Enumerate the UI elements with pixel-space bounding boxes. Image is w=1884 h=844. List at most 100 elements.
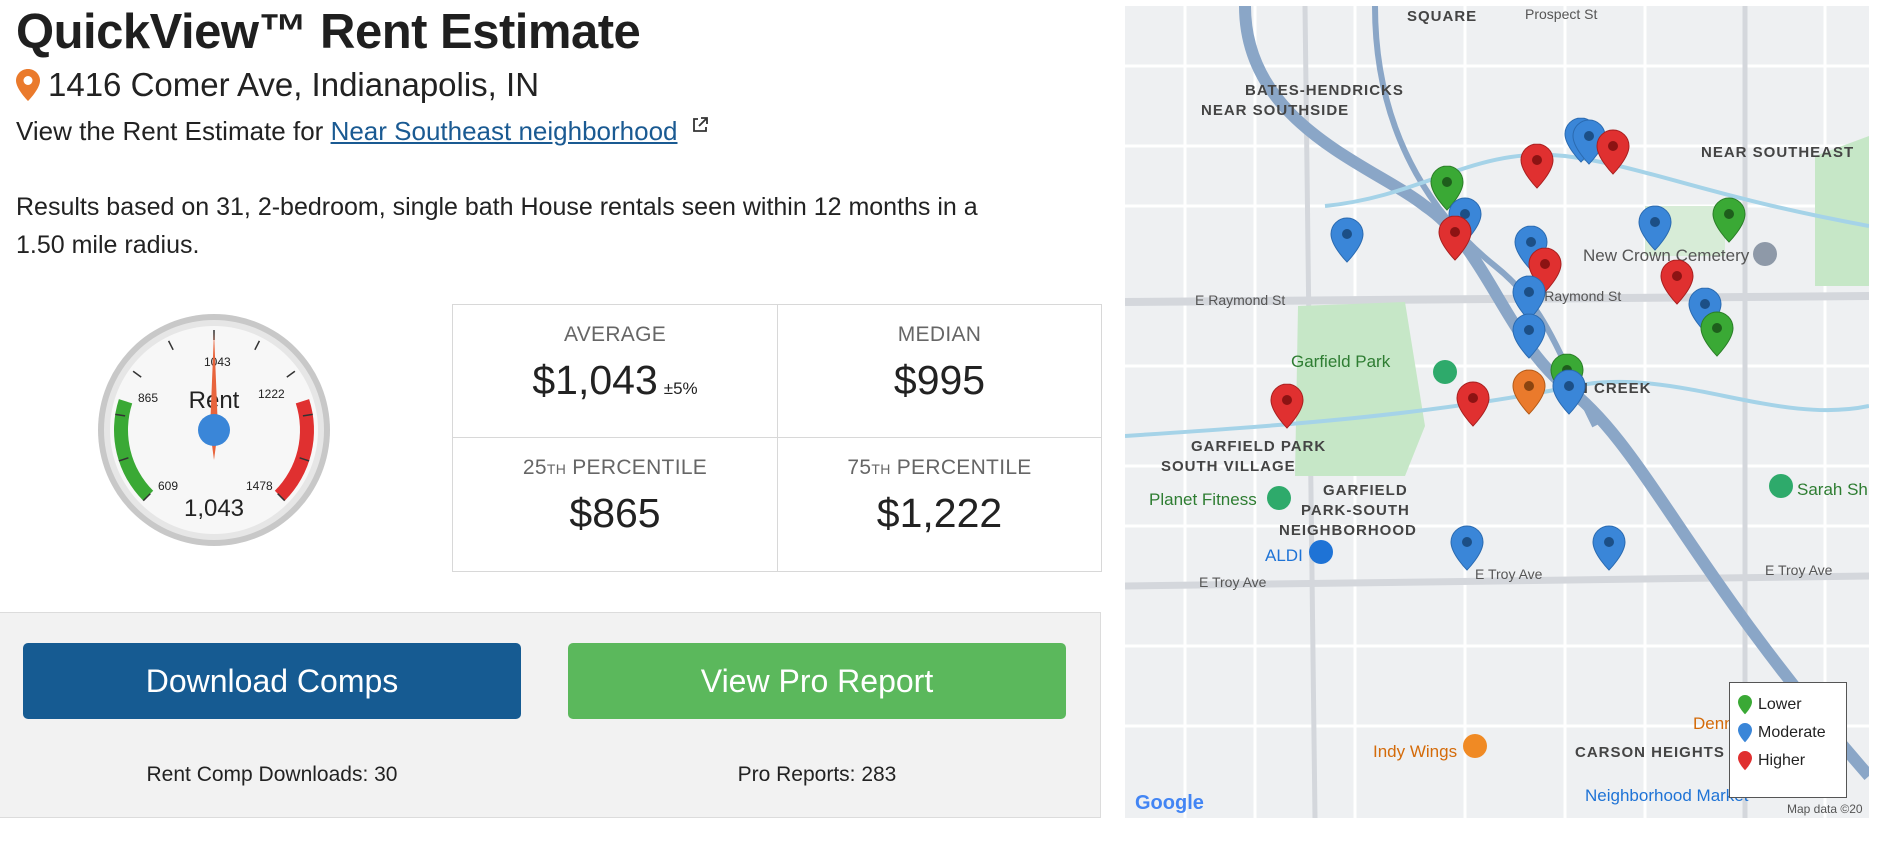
download-comps-button[interactable]: Download Comps: [23, 643, 521, 719]
comp-marker[interactable]: [1512, 275, 1546, 321]
address-line: 1416 Comer Ave, Indianapolis, IN: [16, 66, 539, 104]
comp-marker[interactable]: [1450, 525, 1484, 571]
comp-marker[interactable]: [1520, 143, 1554, 189]
map-label-troy-west: E Troy Ave: [1199, 574, 1267, 590]
stat-75th-suffix: TH: [871, 461, 891, 477]
map-label-near-southside: NEAR SOUTHSIDE: [1201, 102, 1350, 119]
gauge-tick: [118, 457, 129, 462]
stat-25th-num: 25: [522, 456, 547, 479]
rent-gauge: 865 1043 1222 609 1478 Rent 1,043: [98, 314, 330, 546]
gauge-tick: [302, 413, 313, 417]
legend-item-lower: Lower: [1738, 691, 1838, 719]
map-label-gpsn-2: PARK-SOUTH: [1301, 502, 1410, 519]
comp-marker[interactable]: [1596, 129, 1630, 175]
stat-average-value: $1,043 ±5%: [532, 357, 697, 404]
map-label-gpsn-3: NEIGHBORHOOD: [1279, 522, 1417, 539]
map-label-aldi: ALDI: [1265, 546, 1303, 565]
map-label-planet-fitness: Planet Fitness: [1149, 490, 1257, 509]
map-label-bates-hendricks: BATES-HENDRICKS: [1245, 82, 1404, 99]
stat-average-amount: $1,043: [532, 357, 658, 403]
shopping-cart-icon: [1309, 540, 1333, 564]
gym-icon: [1267, 486, 1291, 510]
external-link-icon[interactable]: [691, 116, 709, 134]
map-label-raymond-east: E Raymond St: [1531, 288, 1622, 304]
stat-median-value: $995: [893, 357, 986, 403]
map-pin-icon: [16, 69, 40, 101]
neighborhood-prefix: View the Rent Estimate for: [16, 116, 331, 146]
comp-marker[interactable]: [1712, 197, 1746, 243]
comp-marker[interactable]: [1512, 313, 1546, 359]
legend-higher-label: Higher: [1758, 752, 1806, 769]
map-label-carson-heights: CARSON HEIGHTS: [1575, 744, 1725, 761]
restaurant-icon: [1463, 734, 1487, 758]
gauge-low-band: [114, 399, 154, 501]
comp-marker[interactable]: [1430, 165, 1464, 211]
rent-stats-table: AVERAGE $1,043 ±5% MEDIAN $995 25TH PERCE…: [452, 304, 1102, 572]
comp-marker[interactable]: [1438, 215, 1472, 261]
stat-25th-suffix: TH: [546, 461, 567, 477]
actions-panel: Download Comps View Pro Report Rent Comp…: [0, 612, 1101, 818]
stat-75th-text: PERCENTILE: [890, 456, 1032, 479]
google-logo: Google: [1135, 792, 1204, 814]
map-label-troy-mid: E Troy Ave: [1475, 566, 1543, 582]
gauge-tick: [132, 370, 142, 378]
comp-marker[interactable]: [1512, 369, 1546, 415]
map-label-gpsn-1: GARFIELD: [1323, 482, 1408, 499]
legend-pin-blue-icon: [1738, 722, 1752, 743]
gauge-hub: [198, 414, 230, 446]
stat-median-label: MEDIAN: [897, 323, 982, 346]
park-icon: [1433, 360, 1457, 384]
cemetery-icon: [1753, 242, 1777, 266]
stat-average: AVERAGE $1,043 ±5%: [453, 305, 777, 438]
map-label-indy-wings: Indy Wings: [1373, 742, 1458, 761]
neighborhood-line: View the Rent Estimate for Near Southeas…: [16, 116, 709, 147]
address-text: 1416 Comer Ave, Indianapolis, IN: [48, 66, 540, 103]
page-title: QuickView™ Rent Estimate: [16, 5, 641, 59]
results-description: Results based on 31, 2-bedroom, single b…: [16, 193, 978, 259]
comp-marker[interactable]: [1700, 311, 1734, 357]
view-pro-report-button[interactable]: View Pro Report: [568, 643, 1066, 719]
comp-marker[interactable]: [1528, 247, 1562, 293]
pro-count: Pro Reports: 283: [737, 763, 897, 786]
map-label-bean-creek: N CREEK: [1577, 380, 1652, 397]
comp-marker[interactable]: [1638, 205, 1672, 251]
gauge-tick: [115, 413, 126, 417]
map-label-raymond-west: E Raymond St: [1195, 292, 1286, 308]
comp-marker[interactable]: [1688, 287, 1722, 333]
comp-marker[interactable]: [1660, 259, 1694, 305]
map-markers: [1267, 117, 1793, 758]
comp-marker[interactable]: [1456, 381, 1490, 427]
comps-map[interactable]: SQUARE Prospect St BATES-HENDRICKS NEAR …: [1125, 6, 1869, 818]
stat-75th: 75TH PERCENTILE $1,222: [777, 438, 1101, 571]
gauge-tick: [254, 340, 261, 351]
comp-marker[interactable]: [1572, 119, 1606, 165]
gauge-tick: [286, 370, 296, 378]
stat-25th-label: 25TH PERCENTILE: [523, 456, 707, 480]
gauge-tick: [167, 340, 174, 351]
stat-25th-text: PERCENTILE: [566, 456, 708, 479]
map-legend: Lower Moderate Higher: [1729, 682, 1847, 798]
map-label-prospect: Prospect St: [1525, 6, 1598, 22]
gauge-mark-1222: 1222: [258, 387, 285, 401]
gauge-mark-1043: 1043: [204, 355, 231, 369]
gauge-high-band: [274, 399, 314, 501]
comp-marker[interactable]: [1448, 197, 1482, 243]
gauge-mark-609: 609: [158, 479, 178, 493]
gauge-mark-865: 865: [138, 391, 158, 405]
stat-average-label: AVERAGE: [563, 323, 667, 346]
map-label-sarah: Sarah Sh: [1797, 480, 1868, 499]
gauge-tick: [299, 457, 310, 462]
map-data-attribution[interactable]: Map data ©20: [1787, 802, 1863, 816]
map-label-garfield-park-1: GARFIELD PARK: [1191, 438, 1327, 455]
comp-marker[interactable]: [1592, 525, 1626, 571]
comp-marker[interactable]: [1514, 225, 1548, 271]
comp-marker[interactable]: [1270, 383, 1304, 429]
neighborhood-link[interactable]: Near Southeast neighborhood: [330, 116, 678, 146]
stat-25th: 25TH PERCENTILE $865: [453, 438, 777, 571]
comp-marker[interactable]: [1330, 217, 1364, 263]
stat-75th-label: 75TH PERCENTILE: [847, 456, 1031, 480]
comp-marker[interactable]: [1552, 369, 1586, 415]
legend-item-higher: Higher: [1738, 747, 1838, 775]
map-label-new-crown-cemetery: New Crown Cemetery: [1583, 246, 1750, 265]
map-label-garfield-park: Garfield Park: [1291, 352, 1391, 371]
